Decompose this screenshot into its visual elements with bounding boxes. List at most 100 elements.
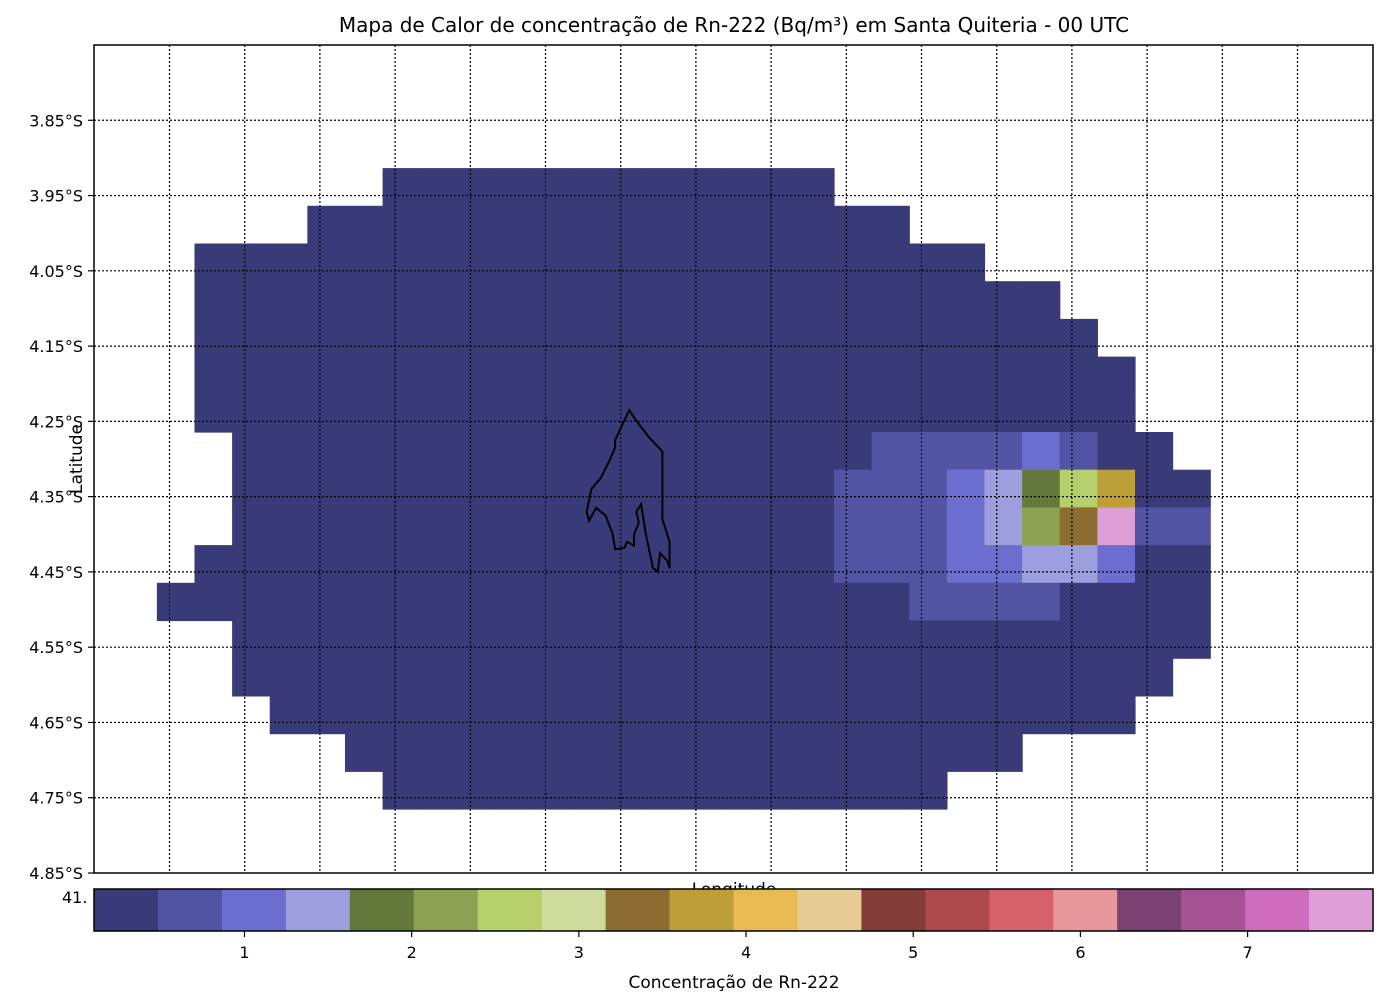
heat-cell xyxy=(796,432,835,471)
heat-cell xyxy=(871,469,910,508)
heat-cell xyxy=(420,695,459,735)
heat-cell xyxy=(909,394,948,433)
heat-cell xyxy=(194,243,233,282)
heat-cell xyxy=(758,168,797,207)
heat-cell xyxy=(457,432,497,471)
colorbar-segment xyxy=(861,889,926,931)
heat-cell xyxy=(495,168,534,207)
heat-cell xyxy=(344,695,384,735)
heat-cell xyxy=(420,469,459,508)
heat-cell xyxy=(683,658,722,697)
heat-cell xyxy=(946,281,986,320)
heat-cell xyxy=(420,771,459,810)
heat-cell xyxy=(307,469,346,508)
heat-cell xyxy=(495,771,534,810)
heat-cell xyxy=(758,658,797,697)
heat-cell xyxy=(909,281,948,320)
heat-cell xyxy=(1172,582,1211,622)
heat-cell xyxy=(1134,507,1174,546)
heat-cell xyxy=(344,432,384,471)
heat-cell xyxy=(1059,582,1098,622)
heat-cell xyxy=(232,469,271,508)
heat-cell xyxy=(1059,469,1098,508)
heat-cell xyxy=(1134,469,1174,508)
heat-cell xyxy=(495,620,534,659)
colorbar-segment xyxy=(285,889,351,931)
heat-cell xyxy=(533,507,572,546)
heat-cell xyxy=(420,205,459,245)
y-axis-label: Latitude xyxy=(67,424,87,494)
heat-cell xyxy=(608,771,647,810)
heat-cell xyxy=(984,545,1023,584)
heat-cell xyxy=(533,582,572,622)
heat-cell xyxy=(721,507,760,546)
municipality-outline xyxy=(585,408,671,574)
heat-cell xyxy=(533,243,572,282)
heat-cell xyxy=(721,168,760,207)
heat-cell xyxy=(834,545,873,584)
heat-cell xyxy=(871,545,910,584)
heat-cell xyxy=(232,432,271,471)
heat-cell xyxy=(946,582,986,622)
heat-cell xyxy=(307,205,346,245)
heat-cell xyxy=(344,658,384,697)
heat-cell xyxy=(457,205,497,245)
heat-cell xyxy=(758,394,797,433)
heat-cell xyxy=(834,318,873,358)
heat-cell xyxy=(984,469,1023,508)
heat-cell xyxy=(570,168,609,207)
heat-cell xyxy=(645,168,685,207)
heat-cell xyxy=(645,469,685,508)
heat-cell xyxy=(269,507,308,546)
heat-cell xyxy=(1097,356,1136,395)
heat-cell xyxy=(645,733,685,772)
heat-cell xyxy=(307,432,346,471)
heat-cell xyxy=(232,620,271,659)
heat-cell xyxy=(344,620,384,659)
colorbar-segment xyxy=(669,889,734,931)
heat-cell xyxy=(1022,507,1061,546)
heat-cell xyxy=(758,205,797,245)
heat-cell xyxy=(269,356,308,395)
heat-cell xyxy=(307,507,346,546)
colorbar-segment xyxy=(349,889,415,931)
heat-cell xyxy=(457,318,497,358)
heat-cell xyxy=(495,582,534,622)
heat-cell xyxy=(909,733,948,772)
colorbar-ticks: 1 2 3 4 5 6 7 xyxy=(239,931,1253,962)
heat-cell xyxy=(495,733,534,772)
heat-cell xyxy=(570,394,609,433)
heat-cell xyxy=(721,243,760,282)
heat-cell xyxy=(721,771,760,810)
heat-cell xyxy=(946,432,986,471)
heat-cell xyxy=(1097,620,1136,659)
heat-cell xyxy=(645,695,685,735)
heat-cell xyxy=(420,394,459,433)
heat-cell xyxy=(344,469,384,508)
heat-cell xyxy=(984,507,1023,546)
heat-cell xyxy=(382,469,421,508)
heat-cell xyxy=(871,243,910,282)
heat-cell xyxy=(683,507,722,546)
heat-cell xyxy=(269,545,308,584)
heat-cell xyxy=(382,771,421,810)
colorbar-tick-label: 4 xyxy=(741,943,751,962)
heat-cell xyxy=(570,582,609,622)
y-tick-label: 4.65°S xyxy=(29,713,83,732)
heat-cell xyxy=(834,733,873,772)
heat-cell xyxy=(533,281,572,320)
heat-cell xyxy=(533,205,572,245)
heat-cell xyxy=(645,432,685,471)
colorbar-segment xyxy=(157,889,223,931)
heat-cell xyxy=(683,582,722,622)
heat-cell xyxy=(1172,507,1211,546)
heat-cell xyxy=(645,394,685,433)
colorbar-segment xyxy=(797,889,862,931)
heat-cell xyxy=(683,243,722,282)
heat-cell xyxy=(834,695,873,735)
colorbar-tick-label: 3 xyxy=(574,943,584,962)
heat-cell xyxy=(382,243,421,282)
heat-cell xyxy=(796,318,835,358)
heat-cell xyxy=(420,658,459,697)
y-tick-label: 4.75°S xyxy=(29,789,83,808)
